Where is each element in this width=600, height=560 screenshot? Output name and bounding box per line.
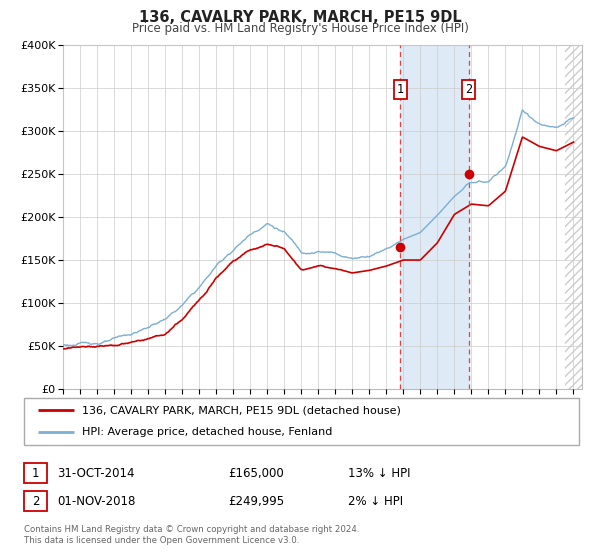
- Text: 136, CAVALRY PARK, MARCH, PE15 9DL (detached house): 136, CAVALRY PARK, MARCH, PE15 9DL (deta…: [82, 405, 401, 416]
- Bar: [565, 45, 599, 389]
- Text: 2: 2: [465, 83, 472, 96]
- Text: £249,995: £249,995: [228, 494, 284, 508]
- Text: 2% ↓ HPI: 2% ↓ HPI: [348, 494, 403, 508]
- Bar: [400, 45, 469, 389]
- Text: 1: 1: [32, 466, 39, 480]
- Text: HPI: Average price, detached house, Fenland: HPI: Average price, detached house, Fenl…: [82, 427, 332, 437]
- Text: 136, CAVALRY PARK, MARCH, PE15 9DL: 136, CAVALRY PARK, MARCH, PE15 9DL: [139, 10, 461, 25]
- Text: 2: 2: [32, 494, 39, 508]
- Text: 13% ↓ HPI: 13% ↓ HPI: [348, 466, 410, 480]
- Text: Price paid vs. HM Land Registry's House Price Index (HPI): Price paid vs. HM Land Registry's House …: [131, 22, 469, 35]
- Text: 1: 1: [397, 83, 404, 96]
- FancyBboxPatch shape: [24, 398, 579, 445]
- Text: 31-OCT-2014: 31-OCT-2014: [57, 466, 134, 480]
- Bar: [565, 45, 599, 389]
- Text: 01-NOV-2018: 01-NOV-2018: [57, 494, 136, 508]
- Text: Contains HM Land Registry data © Crown copyright and database right 2024.
This d: Contains HM Land Registry data © Crown c…: [24, 525, 359, 545]
- Text: £165,000: £165,000: [228, 466, 284, 480]
